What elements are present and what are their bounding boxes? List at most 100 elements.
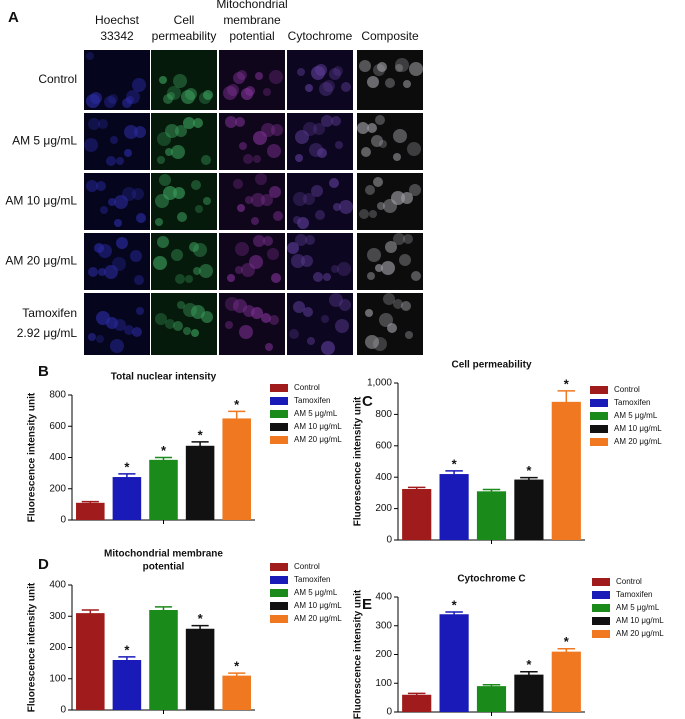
error-bar	[520, 476, 538, 482]
cell	[375, 264, 383, 272]
legend-swatch	[270, 602, 288, 610]
legend-label: Control	[294, 383, 320, 392]
cell	[297, 68, 305, 76]
bar	[402, 488, 432, 540]
column-header: Hoechst	[95, 13, 140, 27]
cell	[203, 197, 211, 205]
cell	[321, 315, 329, 323]
y-tick-label: 1,000	[367, 378, 392, 389]
cell	[377, 202, 385, 210]
legend-label: AM 10 μg/mL	[616, 616, 664, 625]
legend-swatch	[590, 425, 608, 433]
cell	[84, 138, 98, 152]
legend-swatch	[270, 384, 288, 392]
legend-swatch	[592, 617, 610, 625]
y-tick-label: 800	[49, 390, 66, 401]
row-label: AM 5 μg/mL	[12, 134, 77, 148]
cell	[225, 321, 233, 329]
cell	[315, 64, 327, 76]
cell	[245, 196, 253, 204]
cell	[321, 115, 333, 127]
cell	[409, 184, 421, 196]
legend-label: AM 5 μg/mL	[294, 588, 338, 597]
cell	[163, 94, 173, 104]
panel-label: E	[362, 596, 372, 613]
cell	[243, 154, 253, 164]
cell	[289, 329, 299, 339]
cell	[167, 86, 181, 100]
bar	[149, 459, 178, 520]
cell	[261, 313, 271, 323]
cell	[383, 293, 395, 305]
y-tick-label: 300	[49, 611, 66, 622]
y-tick-label: 600	[375, 440, 392, 451]
cell	[401, 301, 411, 311]
cell	[98, 268, 106, 276]
cell	[313, 123, 325, 135]
cell	[183, 303, 197, 317]
cell	[116, 157, 124, 165]
bar	[222, 418, 251, 520]
cell	[323, 80, 335, 92]
cell	[379, 140, 387, 148]
cell	[303, 193, 315, 205]
y-tick-label: 400	[49, 452, 66, 463]
significance: *	[124, 459, 130, 474]
legend-label: Tamoxifen	[294, 575, 330, 584]
legend-label: AM 5 μg/mL	[616, 603, 660, 612]
significance: *	[198, 611, 204, 626]
cell	[136, 307, 144, 315]
cell	[261, 194, 273, 206]
cell	[96, 181, 106, 191]
cell	[159, 174, 171, 186]
cell	[171, 249, 183, 261]
cell	[383, 199, 397, 213]
chart-title: Total nuclear intensity	[111, 372, 217, 383]
cell	[90, 92, 102, 104]
bar	[514, 674, 544, 712]
cell	[114, 219, 122, 227]
cell	[159, 76, 167, 84]
row-label: 2.92 μg/mL	[17, 326, 78, 340]
cell	[395, 58, 409, 72]
row-label: Tamoxifen	[22, 306, 77, 320]
cell	[295, 234, 307, 246]
error-bar	[482, 488, 501, 494]
micrograph	[151, 293, 217, 355]
significance: *	[452, 456, 458, 471]
cell	[301, 255, 313, 267]
cell	[191, 329, 199, 337]
legend-label: Tamoxifen	[616, 590, 652, 599]
significance: *	[526, 463, 532, 478]
cell	[173, 74, 187, 88]
bar	[76, 502, 105, 520]
bar	[476, 491, 507, 540]
cell	[323, 273, 331, 281]
cell	[96, 335, 104, 343]
y-tick-label: 300	[375, 620, 392, 631]
cell	[243, 305, 255, 317]
cell	[263, 236, 273, 246]
cell	[311, 185, 323, 197]
legend-swatch	[590, 438, 608, 446]
cell	[253, 155, 261, 163]
cell	[132, 188, 144, 200]
cell	[245, 86, 255, 96]
panel-label: C	[362, 393, 373, 410]
cell	[100, 206, 108, 214]
cell	[405, 331, 413, 339]
cell	[367, 123, 377, 133]
cell	[124, 125, 138, 139]
cell	[367, 272, 375, 280]
significance: *	[234, 659, 240, 674]
error-bar	[407, 692, 426, 697]
cell	[305, 84, 313, 92]
bar	[149, 610, 178, 710]
cell	[106, 317, 118, 329]
cell	[88, 267, 98, 277]
column-header: Mitochondrial	[216, 0, 287, 11]
cell	[329, 178, 339, 188]
bar	[112, 477, 142, 520]
cell	[293, 301, 305, 313]
